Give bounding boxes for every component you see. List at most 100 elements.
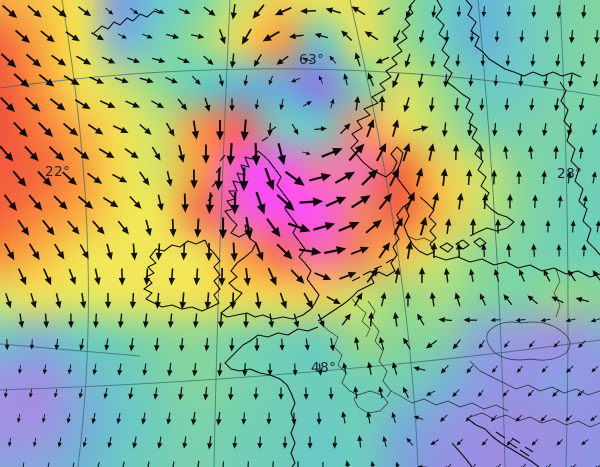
wind-arrow — [42, 364, 48, 375]
wind-arrow — [267, 122, 273, 137]
wind-arrow — [67, 364, 72, 375]
graticule-mer-d — [477, 0, 506, 467]
wind-arrow — [205, 242, 213, 262]
wind-arrow — [24, 97, 41, 112]
wind-arrow — [297, 461, 299, 467]
wind-arrow — [243, 267, 251, 287]
wind-arrow — [130, 7, 139, 15]
wind-arrow — [570, 220, 576, 233]
wind-arrow — [177, 57, 190, 64]
wind-arrow — [101, 56, 116, 64]
wind-arrow — [91, 32, 105, 41]
wind-arrow — [204, 97, 211, 112]
wind-arrow — [282, 436, 288, 449]
wind-arrow — [578, 97, 585, 112]
wind-arrow — [53, 195, 68, 210]
wind-arrow — [314, 32, 328, 39]
wind-arrow — [393, 29, 401, 44]
wind-arrow — [14, 29, 31, 44]
wind-arrow — [592, 123, 598, 136]
wind-arrow — [465, 414, 472, 422]
wind-arrow — [222, 461, 225, 467]
wind-arrow — [114, 77, 129, 84]
wind-arrow — [0, 96, 15, 113]
wind-arrow — [252, 4, 265, 19]
wind-arrow — [214, 167, 224, 191]
wind-arrow — [117, 363, 123, 376]
wind-arrow — [393, 217, 403, 236]
wind-arrow — [299, 197, 324, 207]
wind-arrow — [76, 55, 92, 65]
latitude-label-48: 48° — [311, 360, 337, 376]
wind-arrow — [456, 192, 464, 210]
wind-arrow — [78, 388, 84, 399]
wind-arrow — [594, 29, 600, 44]
wind-arrow — [545, 464, 552, 467]
wind-arrow — [506, 243, 512, 258]
wind-arrow — [154, 337, 160, 352]
wind-arrow — [430, 54, 436, 68]
wind-arrow — [367, 72, 375, 87]
wind-arrow — [268, 313, 275, 329]
wind-arrow — [203, 386, 209, 401]
wind-arrow — [190, 33, 205, 40]
wind-arrow — [179, 292, 187, 310]
wind-arrow — [132, 436, 138, 449]
wind-arrow — [102, 196, 119, 208]
wind-arrow — [107, 436, 113, 449]
wind-arrow — [27, 5, 42, 18]
wind-arrow — [470, 463, 476, 467]
wind-arrow — [77, 195, 94, 209]
wind-arrow — [578, 146, 584, 159]
wind-arrow — [52, 5, 67, 18]
wind-arrow — [415, 167, 424, 187]
wind-arrow — [354, 52, 361, 67]
wind-arrow — [518, 74, 524, 87]
wind-arrow — [553, 145, 559, 160]
wind-arrow — [279, 338, 285, 351]
wind-arrow — [503, 145, 509, 160]
wind-arrow — [323, 246, 347, 255]
coast-sweden-bothnia — [435, 0, 515, 237]
wind-arrow — [339, 271, 357, 280]
wind-arrow — [287, 222, 311, 233]
wind-arrow — [326, 296, 341, 305]
wind-arrow — [79, 338, 85, 351]
wind-arrow — [53, 389, 58, 398]
wind-arrow — [515, 414, 522, 422]
wind-arrow — [63, 75, 80, 86]
wind-arrow — [166, 412, 172, 425]
wind-arrow — [382, 436, 388, 447]
wind-arrow — [3, 243, 15, 261]
wind-arrow — [353, 386, 359, 399]
coast-italy-coast — [451, 442, 473, 467]
wind-arrow — [338, 221, 360, 232]
wind-arrow — [92, 364, 98, 376]
wind-arrow — [197, 461, 200, 467]
wind-arrow — [519, 30, 525, 43]
wind-arrow — [366, 267, 379, 283]
wind-arrow — [454, 97, 460, 112]
wind-arrow — [302, 101, 312, 107]
wind-arrow — [543, 269, 551, 282]
wind-arrow — [402, 386, 409, 399]
wind-arrow — [444, 30, 450, 43]
wind-arrow — [503, 294, 513, 306]
wind-arrow — [207, 435, 213, 450]
wind-arrow — [32, 438, 37, 447]
wind-arrow — [37, 170, 52, 187]
wind-arrow — [405, 291, 411, 307]
longitude-label-28: 28° — [557, 166, 583, 182]
wind-arrow — [218, 217, 228, 240]
wind-arrow — [0, 53, 17, 68]
wind-arrow — [493, 74, 499, 87]
wind-arrow — [378, 336, 385, 350]
wind-arrow — [253, 387, 259, 400]
wind-arrow — [157, 436, 163, 449]
wind-arrow — [276, 55, 289, 65]
wind-arrow — [192, 362, 198, 377]
wind-arrow — [479, 293, 487, 306]
wind-arrow — [491, 365, 498, 373]
